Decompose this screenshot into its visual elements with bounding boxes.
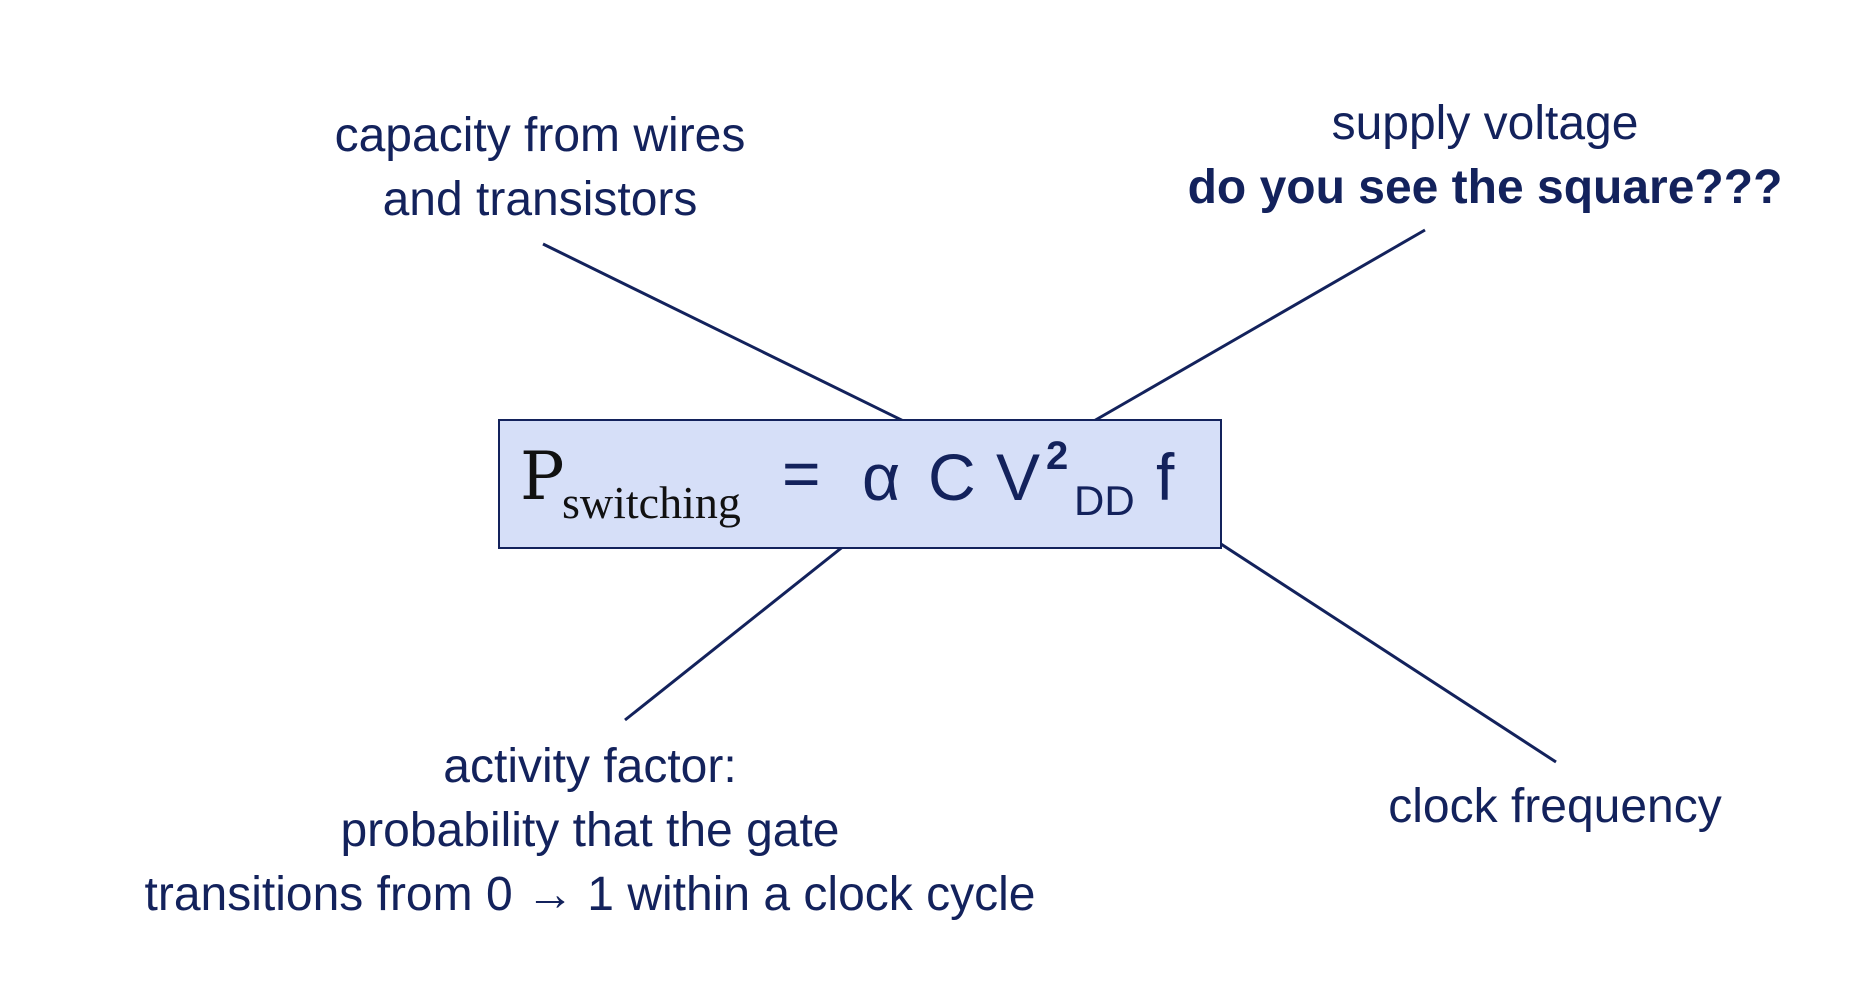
activity-factor-annotation-line-2: probability that the gate (70, 799, 1110, 863)
supply-voltage-annotation-line-2: do you see the square??? (1140, 156, 1830, 220)
activity-factor-annotation-line-3: transitions from 0 → 1 within a clock cy… (70, 863, 1110, 927)
capacity-annotation-line-1: capacity from wires (250, 104, 830, 168)
capacity-annotation: capacity from wires and transistors (250, 104, 830, 232)
formula-alpha-symbol: α (862, 444, 900, 510)
activity-factor-annotation-line-1: activity factor: (70, 735, 1110, 799)
formula-capacitance-symbol: C (928, 444, 976, 510)
supply-voltage-annotation: supply voltage do you see the square??? (1140, 92, 1830, 220)
formula-voltage-subscript: DD (1074, 480, 1135, 522)
formula-voltage-superscript: 2 (1046, 436, 1068, 476)
supply-voltage-annotation-line-1: supply voltage (1140, 92, 1830, 156)
formula-power-subscript: switching (562, 480, 741, 526)
formula-frequency-symbol: f (1156, 444, 1174, 510)
activity-factor-annotation: activity factor: probability that the ga… (70, 735, 1110, 927)
voltage-connector-line (1073, 230, 1425, 433)
formula-equals-sign: = (782, 440, 821, 506)
clock-frequency-annotation: clock frequency (1320, 775, 1790, 839)
capacity-annotation-line-2: and transistors (250, 168, 830, 232)
clock-frequency-annotation-line-1: clock frequency (1320, 775, 1790, 839)
frequency-connector-line (1181, 518, 1556, 762)
capacity-connector-line (543, 244, 930, 434)
formula-power-symbol: P (520, 444, 564, 510)
formula-voltage-symbol: V (996, 444, 1040, 510)
